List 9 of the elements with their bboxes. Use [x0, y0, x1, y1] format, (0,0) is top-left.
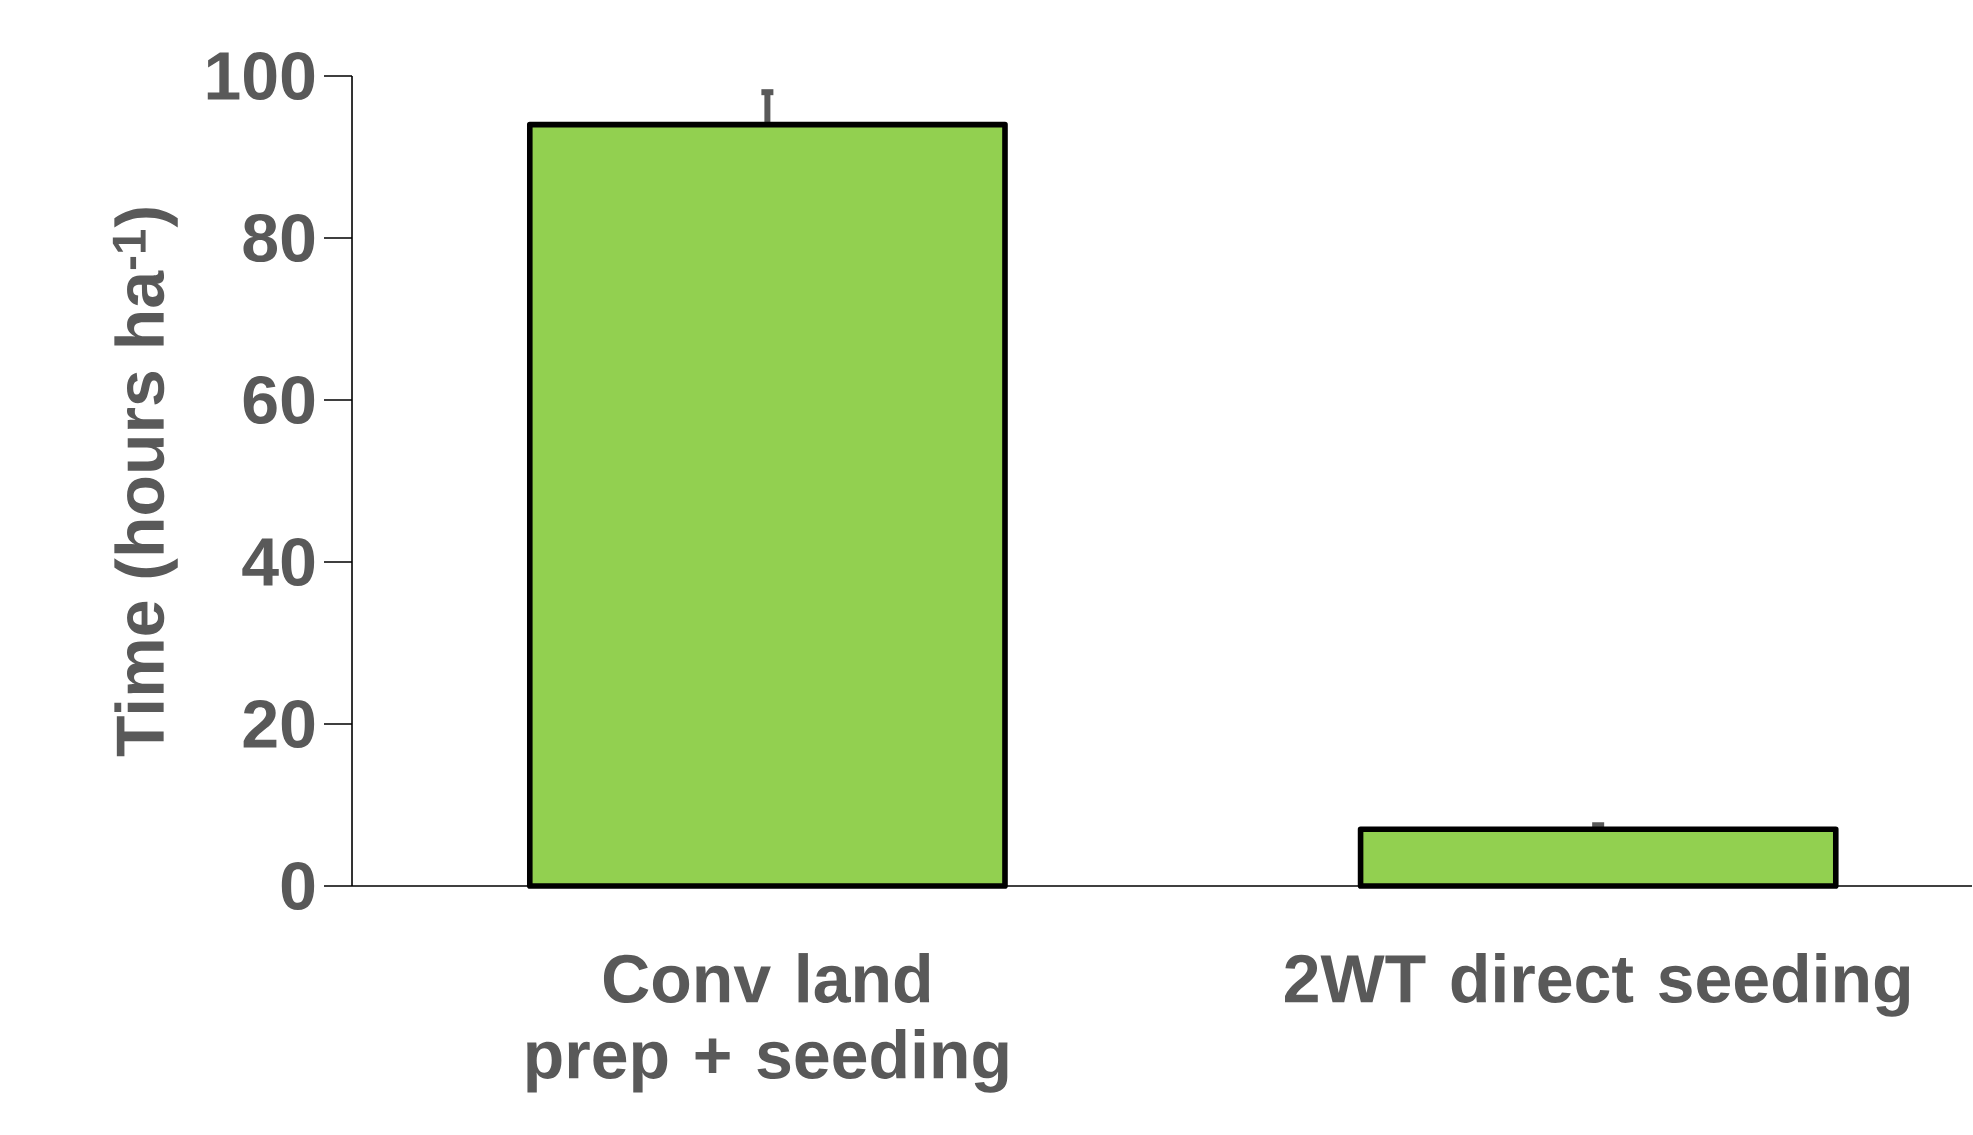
- y-tick-label: 40: [242, 537, 315, 587]
- y-tick-label: 100: [207, 51, 315, 101]
- y-tick-label: 80: [243, 213, 315, 263]
- y-tick-label: 20: [243, 699, 315, 749]
- x-tick-label: 2WT direct seeding: [1285, 953, 1910, 1017]
- y-axis-title: Time (hours ha$^{-1}$): [112, 208, 178, 757]
- y-tick-label: 0: [281, 861, 315, 911]
- y-tick-label: 60: [243, 375, 315, 425]
- x-tick-label: Conv land prep + seeding: [527, 953, 1008, 1093]
